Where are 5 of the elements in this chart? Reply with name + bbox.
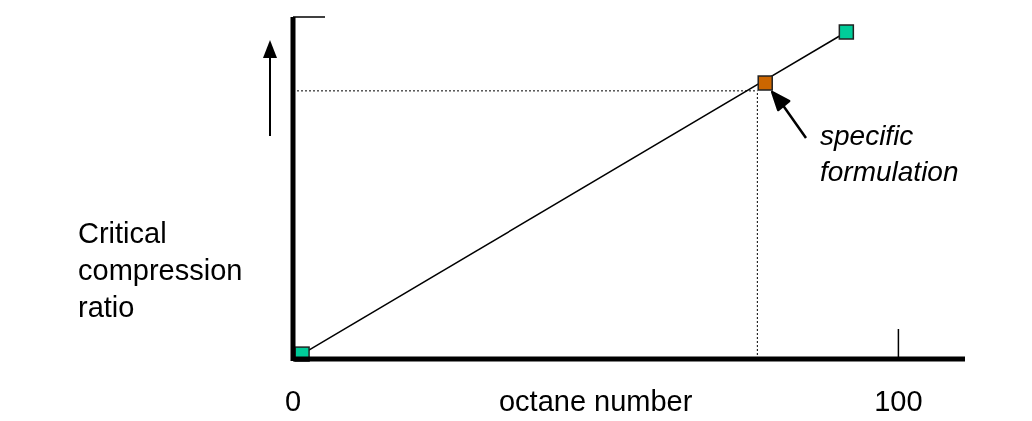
x-tick-label: 100 xyxy=(874,385,923,417)
y-axis-title: Critical compression ratio xyxy=(78,217,243,323)
x-axis-title: octane number xyxy=(498,385,693,417)
annotation: specific formulation xyxy=(820,120,959,187)
x-tick-label: 0 xyxy=(284,385,302,417)
